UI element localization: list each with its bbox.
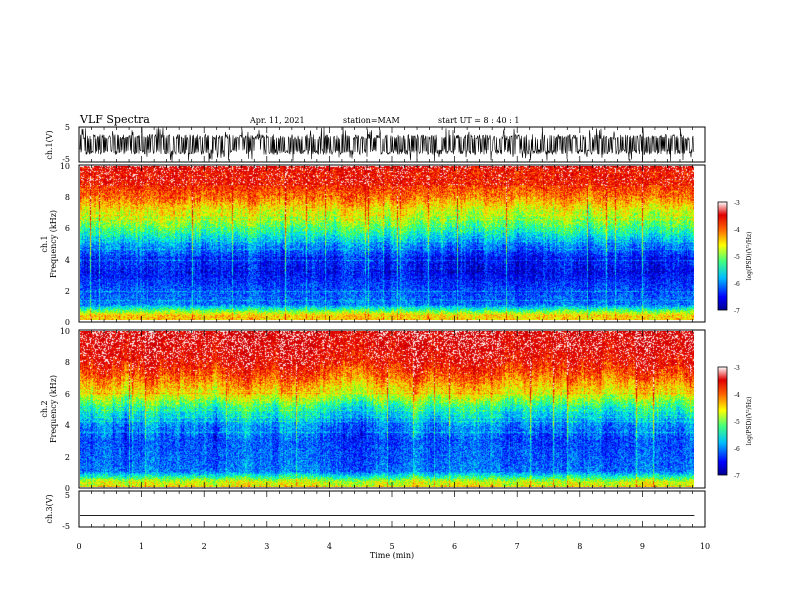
ch1-colorbar-tick-m7: -7: [734, 308, 740, 315]
ch1-colorbar: -3 -4 -5 -6 -7 log(PSD)(V²/Hz): [717, 200, 753, 315]
ch2-ytick-2: 2: [65, 453, 70, 462]
ch1-spectrogram-panel: ch.1 Frequency (kHz) 0 2 4 6 8 10 -3 -4 …: [40, 162, 753, 327]
ch2-ytick-8: 8: [65, 358, 70, 367]
ch2-colorbar-tick-m5: -5: [734, 419, 740, 426]
ch3-waveform-panel: ch.3(V) 5 -5: [45, 490, 706, 531]
ch2-spectrogram-ylabel-line2: Frequency (kHz): [49, 375, 58, 443]
xtick-label-9: 9: [640, 542, 645, 551]
ch2-colorbar: -3 -4 -5 -6 -7 log(PSD)(V²/Hz): [717, 365, 753, 480]
date-label: Apr. 11, 2021: [249, 116, 305, 125]
ch1-ytick-4: 4: [65, 256, 70, 265]
xtick-label-8: 8: [577, 542, 582, 551]
ch2-colorbar-label: log(PSD)(V²/Hz): [746, 397, 753, 446]
ch3-waveform-ylabel: ch.3(V): [45, 494, 54, 523]
xtick-label-6: 6: [452, 542, 457, 551]
ch1-ytick-8: 8: [65, 193, 70, 202]
start-time-label: start UT = 8 : 40 : 1: [438, 116, 519, 125]
ch2-spectrogram-ticks: [78, 330, 706, 488]
ch3-ytick-neg5: -5: [62, 522, 70, 531]
ch1-ytick-10: 10: [60, 162, 70, 171]
ch2-ytick-6: 6: [65, 390, 70, 399]
ch1-spectrogram-ylabel-line2: Frequency (kHz): [49, 210, 58, 278]
xtick-label-0: 0: [76, 542, 81, 551]
ch2-ytick-4: 4: [65, 421, 70, 430]
ch1-ytick-2: 2: [65, 287, 70, 296]
xtick-label-2: 2: [202, 542, 207, 551]
ch2-spectrogram-ylabel-line1: ch.2: [40, 400, 49, 417]
xtick-label-7: 7: [515, 542, 520, 551]
ch2-colorbar-scale: [717, 366, 728, 476]
ch1-waveform-ylabel: ch.1(V): [45, 130, 54, 159]
ch1-spectrogram-ylabel-line1: ch.1: [40, 235, 49, 252]
ch1-colorbar-tick-m4: -4: [734, 227, 740, 234]
ch1-ytick-0: 0: [65, 318, 70, 327]
ch3-ytick-5: 5: [65, 491, 70, 500]
ch2-ytick-0: 0: [65, 484, 70, 493]
ch1-spectrogram-image: [80, 166, 694, 320]
ch1-waveform-panel: ch.1(V) 5 -5: [45, 123, 706, 164]
ch1-colorbar-tick-m5: -5: [734, 254, 740, 261]
ch1-ytick-5: 5: [65, 123, 70, 132]
ch1-colorbar-tick-m3: -3: [734, 200, 740, 207]
ch2-spectrogram-panel: ch.2 Frequency (kHz) 0 2 4 6 8 10 -3 -4 …: [40, 327, 753, 493]
ch1-ytick-6: 6: [65, 224, 70, 233]
ch2-colorbar-tick-m3: -3: [734, 365, 740, 372]
figure-title: VLF Spectra: [79, 113, 150, 126]
ch1-colorbar-label: log(PSD)(V²/Hz): [746, 232, 753, 281]
ch1-waveform-ticks: [78, 127, 706, 162]
ch1-spectrogram-ticks: [78, 165, 706, 322]
ch1-colorbar-scale: [717, 201, 728, 311]
ch1-waveform-trace: [79, 127, 695, 162]
ch2-ytick-10: 10: [60, 327, 70, 336]
station-label: station=MAM: [343, 116, 400, 125]
time-axis: 0 1 2 3 4 5 6 7 8 9 10 Time (min): [76, 542, 710, 560]
xtick-label-5: 5: [389, 542, 394, 551]
ch1-colorbar-tick-m6: -6: [734, 281, 740, 288]
ch2-spectrogram-image: [80, 331, 694, 487]
ch1-waveform-line: [79, 127, 695, 162]
ch1-ytick-neg5: -5: [62, 155, 70, 164]
xtick-label-4: 4: [327, 542, 332, 551]
ch3-waveform-ticks: [78, 491, 706, 527]
x-axis-label: Time (min): [370, 551, 414, 560]
ch2-colorbar-tick-m7: -7: [734, 473, 740, 480]
xtick-label-10: 10: [700, 542, 710, 551]
ch2-colorbar-tick-m4: -4: [734, 392, 740, 399]
xtick-label-3: 3: [264, 542, 269, 551]
ch2-colorbar-tick-m6: -6: [734, 446, 740, 453]
xtick-label-1: 1: [139, 542, 144, 551]
